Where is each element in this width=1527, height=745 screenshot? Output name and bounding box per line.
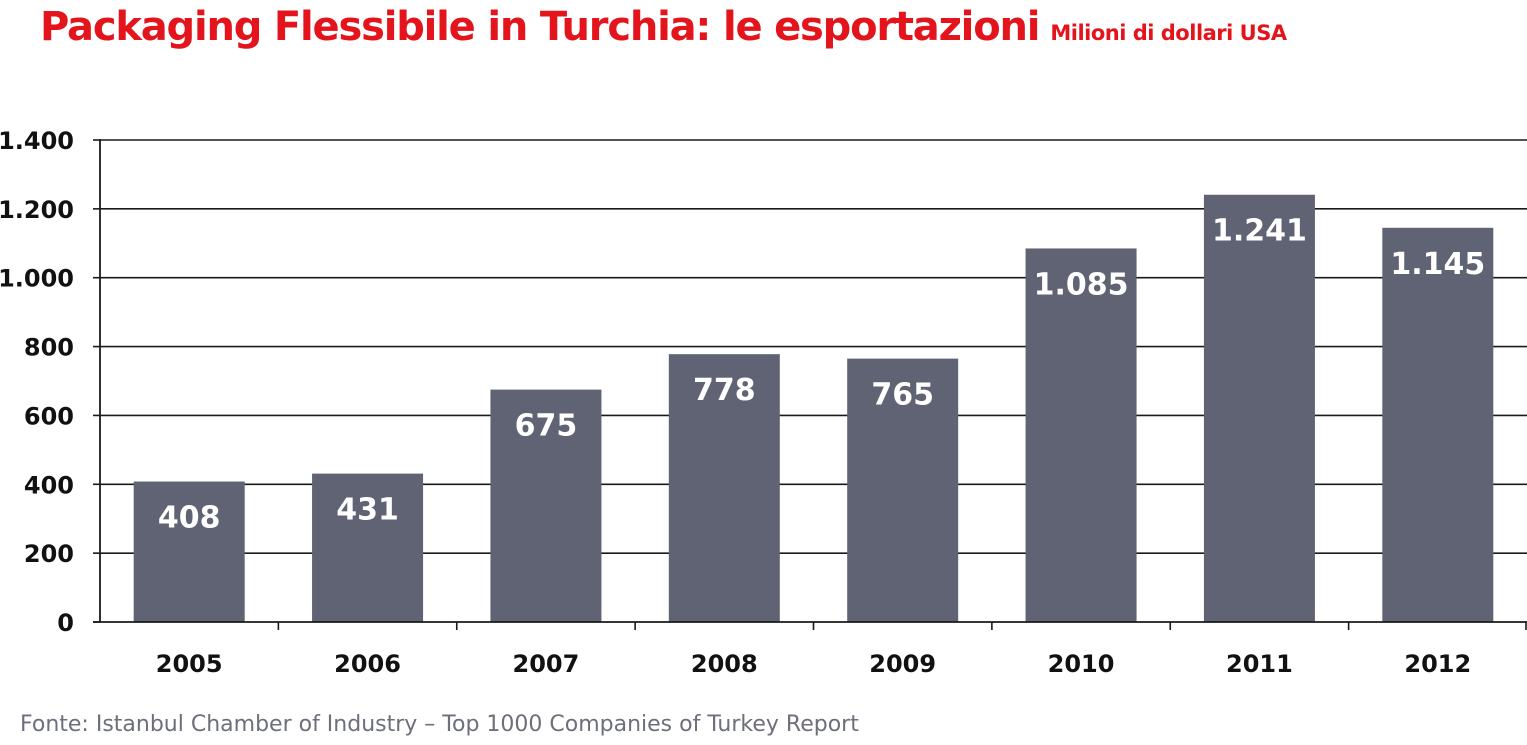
chart-subtitle: Milioni di dollari USA [1050, 21, 1287, 45]
bar-value-label: 1.241 [1212, 214, 1307, 249]
x-tick-label: 2005 [156, 650, 223, 678]
bar-2007 [490, 389, 602, 622]
x-tick-label: 2008 [691, 650, 758, 678]
x-tick-label: 2009 [869, 650, 936, 678]
x-tick-label: 2011 [1226, 650, 1293, 678]
y-tick-label: 400 [24, 471, 74, 499]
bar-value-label: 765 [871, 378, 934, 413]
y-tick-label: 600 [24, 402, 74, 430]
axes: 0 200 400 600 800 1.000 1.200 1.400 2005 2006 2007… [0, 127, 1527, 678]
bar-2010 [1025, 248, 1137, 622]
y-tick-label: 1.000 [0, 265, 74, 293]
bar-value-label: 408 [158, 501, 221, 536]
bar-value-label: 1.145 [1390, 247, 1485, 282]
bar-value-label: 675 [515, 409, 578, 444]
bars: 408 431 675 778 765 1.085 1.241 1.145 [133, 194, 1494, 623]
bar-2008 [668, 354, 780, 622]
bar-2005 [133, 481, 245, 622]
chart-header: Packaging Flessibile in Turchia: le espo… [40, 4, 1287, 50]
bar-chart: 408 431 675 778 765 1.085 1.241 1.145 0 200 400 60… [0, 127, 1527, 678]
bar-2006 [312, 473, 424, 622]
y-tick-label: 1.200 [0, 196, 74, 224]
bar-2012 [1382, 227, 1494, 623]
y-tick-label: 800 [24, 334, 74, 362]
x-tick-label: 2007 [513, 650, 580, 678]
y-tick-label: 0 [57, 609, 74, 637]
x-tick-label: 2010 [1048, 650, 1115, 678]
y-tick-label: 1.400 [0, 127, 74, 155]
bar-value-label: 431 [336, 493, 399, 528]
bar-2009 [847, 358, 959, 622]
bar-value-label: 1.085 [1034, 267, 1129, 302]
bar-2011 [1203, 194, 1315, 622]
source-note: Fonte: Istanbul Chamber of Industry – To… [20, 712, 859, 737]
y-tick-label: 200 [24, 540, 74, 568]
bar-value-label: 778 [693, 373, 756, 408]
x-tick-label: 2012 [1404, 650, 1471, 678]
x-tick-label: 2006 [334, 650, 401, 678]
chart-title: Packaging Flessibile in Turchia: le espo… [40, 4, 1040, 50]
